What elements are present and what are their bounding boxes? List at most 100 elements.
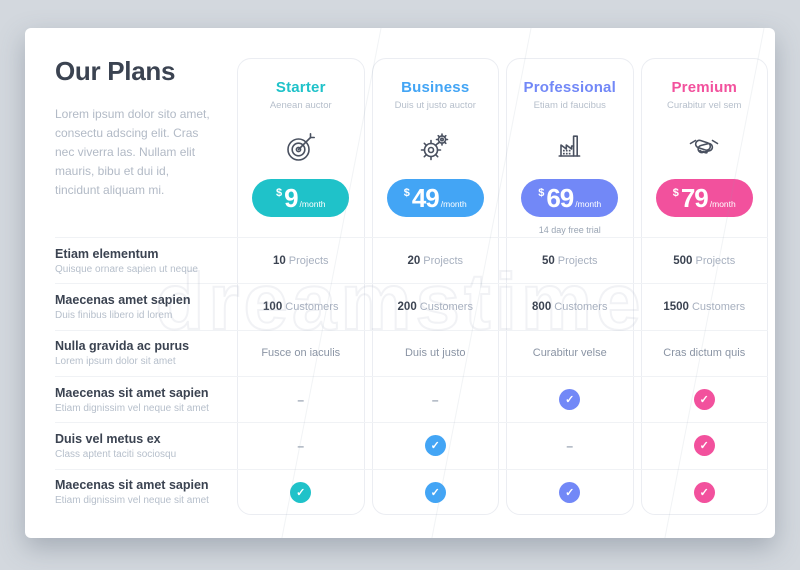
feature-text: Curabitur velse bbox=[532, 347, 607, 360]
included-check-icon: ✓ bbox=[424, 481, 446, 503]
plan-card-premium: Premium Curabitur vel sem $79/month bbox=[640, 58, 768, 515]
feature-cell: Fusce on iaculis bbox=[237, 331, 365, 376]
feature-label: Maecenas amet sapien bbox=[55, 292, 191, 307]
metric-unit: Customers bbox=[551, 300, 608, 313]
feature-row: Maecenas sit amet sapien Etiam dignissim … bbox=[55, 375, 768, 422]
gears-icon bbox=[417, 129, 453, 165]
pricing-card: Our Plans Lorem ipsum dolor sito amet, c… bbox=[25, 28, 775, 538]
page-title: Our Plans bbox=[55, 56, 176, 86]
price-button[interactable]: $79/month bbox=[655, 179, 753, 217]
feature-cell: – bbox=[237, 423, 365, 468]
feature-sublabel: Duis finibus libero id lorem bbox=[55, 309, 173, 321]
metric-value: 200 bbox=[397, 300, 417, 313]
feature-row: Nulla gravida ac purus Lorem ipsum dolor … bbox=[55, 329, 768, 376]
included-check-icon: ✓ bbox=[290, 481, 312, 503]
price-amount: 9 bbox=[284, 183, 299, 213]
currency-symbol: $ bbox=[538, 186, 545, 199]
price-button[interactable]: $49/month bbox=[386, 179, 484, 217]
feature-cell: 1500 Customers bbox=[641, 284, 769, 329]
plan-tagline: Curabitur vel sem bbox=[667, 100, 742, 111]
feature-cells: ✓ ✓ ✓ ✓ bbox=[237, 470, 768, 515]
feature-cell: 100 Customers bbox=[237, 284, 365, 329]
feature-label-group: Maecenas sit amet sapien Etiam dignissim … bbox=[55, 478, 233, 506]
plan-tagline: Duis ut justo auctor bbox=[394, 100, 476, 111]
metric-unit: Projects bbox=[554, 254, 598, 267]
feature-row: Duis vel metus ex Class aptent taciti soc… bbox=[55, 422, 768, 468]
feature-cell: 500 Projects bbox=[641, 238, 769, 283]
feature-label-group: Maecenas sit amet sapien Etiam dignissim … bbox=[55, 386, 233, 414]
metric-unit: Projects bbox=[285, 254, 329, 267]
feature-cell: ✓ bbox=[641, 423, 769, 468]
feature-cell: – bbox=[372, 377, 500, 422]
target-icon bbox=[283, 129, 319, 165]
feature-row: Etiam elementum Quisque ornare sapien ut … bbox=[55, 237, 768, 283]
feature-cells: Fusce on iaculis Duis ut justo Curabitur v… bbox=[237, 331, 768, 376]
not-included-dash: – bbox=[297, 438, 305, 453]
feature-cell: ✓ bbox=[372, 423, 500, 468]
feature-cell: Duis ut justo bbox=[372, 331, 500, 376]
feature-cell: ✓ bbox=[506, 470, 634, 515]
price-button[interactable]: $9/month bbox=[252, 179, 350, 217]
feature-cell: 20 Projects bbox=[372, 238, 500, 283]
feature-text: Fusce on iaculis bbox=[261, 347, 341, 360]
metric-unit: Projects bbox=[420, 254, 464, 267]
feature-cells: 10 Projects 20 Projects 50 Projects 500 Pro… bbox=[237, 238, 768, 283]
feature-cell: Curabitur velse bbox=[506, 331, 634, 376]
plan-card-starter: Starter Aenean auctor $9/month bbox=[237, 58, 365, 515]
included-check-icon: ✓ bbox=[693, 481, 715, 503]
metric-value: 1500 bbox=[663, 300, 689, 313]
not-included-dash: – bbox=[297, 392, 305, 407]
included-check-icon: ✓ bbox=[693, 389, 715, 411]
feature-label-group: Nulla gravida ac purus Lorem ipsum dolor … bbox=[55, 339, 233, 367]
feature-label: Etiam elementum bbox=[55, 246, 159, 261]
metric-value: 10 bbox=[272, 254, 286, 267]
included-check-icon: ✓ bbox=[559, 389, 581, 411]
feature-cells: – ✓ – ✓ bbox=[237, 423, 768, 468]
price-amount: 79 bbox=[680, 183, 709, 213]
feature-sublabel: Lorem ipsum dolor sit amet bbox=[55, 356, 176, 368]
feature-cell: 10 Projects bbox=[237, 238, 365, 283]
feature-sublabel: Etiam dignissim vel neque sit amet bbox=[55, 495, 209, 507]
feature-cell: – bbox=[237, 377, 365, 422]
feature-sublabel: Quisque ornare sapien ut neque bbox=[55, 263, 198, 275]
metric-unit: Customers bbox=[688, 300, 746, 313]
metric-value: 800 bbox=[532, 300, 552, 313]
plan-name: Premium bbox=[671, 79, 738, 96]
metric-value: 500 bbox=[673, 254, 693, 267]
intro-panel: Our Plans Lorem ipsum dolor sito amet, c… bbox=[55, 56, 225, 200]
feature-cell: ✓ bbox=[237, 470, 365, 515]
currency-symbol: $ bbox=[403, 186, 410, 199]
feature-text: Cras dictum quis bbox=[663, 347, 746, 360]
feature-cells: – – ✓ ✓ bbox=[237, 377, 768, 422]
feature-sublabel: Class aptent taciti sociosqu bbox=[55, 448, 177, 460]
included-check-icon: ✓ bbox=[424, 435, 446, 457]
plan-card-professional: Professional Etiam id faucibus $69/month 1… bbox=[506, 58, 634, 515]
plan-tagline: Aenean auctor bbox=[269, 100, 332, 111]
plan-name: Starter bbox=[275, 79, 326, 96]
price-amount: 49 bbox=[411, 183, 440, 213]
price-period: /month bbox=[575, 198, 602, 209]
feature-sublabel: Etiam dignissim vel neque sit amet bbox=[55, 402, 209, 414]
trial-note: 14 day free trial bbox=[538, 225, 601, 235]
not-included-dash: – bbox=[431, 392, 439, 407]
feature-label-group: Maecenas amet sapien Duis finibus libero … bbox=[55, 293, 233, 321]
metric-unit: Customers bbox=[282, 300, 339, 313]
feature-cell: ✓ bbox=[641, 377, 769, 422]
handshake-icon bbox=[686, 129, 722, 165]
metric-value: 50 bbox=[541, 254, 555, 267]
feature-cell: ✓ bbox=[641, 470, 769, 515]
feature-cells: 100 Customers 200 Customers 800 Customers 1… bbox=[237, 284, 768, 329]
plan-name: Professional bbox=[523, 79, 616, 96]
feature-row: Maecenas amet sapien Duis finibus libero … bbox=[55, 283, 768, 329]
feature-text: Duis ut justo bbox=[404, 347, 466, 360]
plan-tagline: Etiam id faucibus bbox=[533, 100, 606, 111]
feature-label: Maecenas sit amet sapien bbox=[55, 478, 209, 493]
feature-cell: 50 Projects bbox=[506, 238, 634, 283]
feature-label-group: Duis vel metus ex Class aptent taciti soc… bbox=[55, 432, 233, 460]
included-check-icon: ✓ bbox=[693, 435, 715, 457]
price-button[interactable]: $69/month bbox=[521, 179, 619, 217]
feature-label: Duis vel metus ex bbox=[55, 431, 161, 446]
metric-value: 20 bbox=[407, 254, 421, 267]
feature-label: Maecenas sit amet sapien bbox=[55, 385, 209, 400]
intro-description: Lorem ipsum dolor sito amet, consectu ad… bbox=[55, 107, 210, 197]
